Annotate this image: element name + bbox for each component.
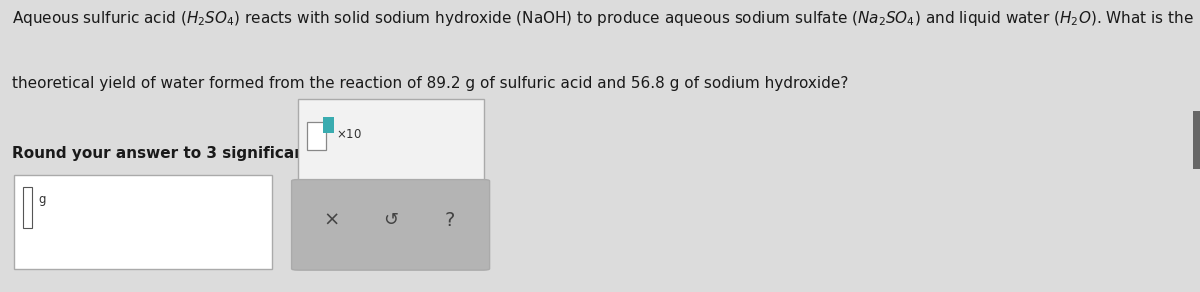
Text: g: g: [38, 193, 46, 206]
Text: ?: ?: [445, 211, 455, 230]
Bar: [14, 175, 272, 269]
Bar: [23, 187, 32, 228]
Bar: [323, 117, 334, 133]
Text: theoretical yield of water formed from the reaction of 89.2 g of sulfuric acid a: theoretical yield of water formed from t…: [12, 76, 848, 91]
Bar: [298, 99, 484, 269]
Text: Aqueous sulfuric acid $(H_2SO_4)$ reacts with solid sodium hydroxide $(\mathrm{N: Aqueous sulfuric acid $(H_2SO_4)$ reacts…: [12, 9, 1194, 28]
Bar: [307, 122, 326, 150]
FancyBboxPatch shape: [292, 180, 490, 270]
Bar: [1193, 111, 1200, 169]
Text: ×: ×: [323, 211, 340, 230]
Text: ↺: ↺: [383, 211, 398, 230]
Text: $\times$10: $\times$10: [336, 128, 362, 141]
Bar: [298, 181, 484, 269]
Text: Round your answer to 3 significant figures.: Round your answer to 3 significant figur…: [12, 146, 384, 161]
